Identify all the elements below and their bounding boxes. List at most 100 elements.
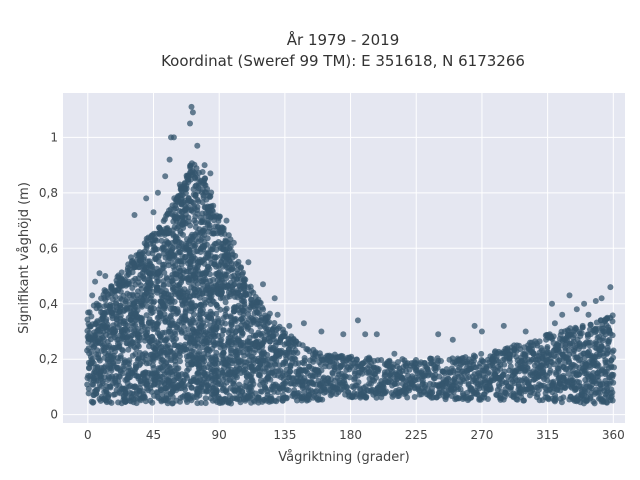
x-tick-label: 315 (536, 428, 559, 442)
chart-title-line2: Koordinat (Sweref 99 TM): E 351618, N 61… (161, 52, 525, 70)
data-point (238, 264, 244, 271)
x-tick-label: 225 (405, 428, 428, 442)
data-point (555, 368, 562, 374)
data-point (375, 366, 382, 373)
data-point (188, 198, 195, 205)
data-point (326, 363, 333, 370)
y-tick-label: 1 (50, 130, 58, 144)
x-tick-label: 90 (212, 428, 227, 442)
data-point (255, 394, 262, 401)
data-point (587, 393, 594, 400)
data-point (155, 268, 162, 275)
data-point (194, 267, 201, 274)
data-point (248, 328, 255, 334)
data-point (154, 189, 161, 196)
data-point (175, 365, 182, 372)
data-point (138, 286, 145, 292)
data-point (434, 364, 441, 371)
data-point (183, 372, 190, 379)
data-point (177, 358, 183, 365)
data-point (220, 225, 227, 232)
data-point (150, 365, 157, 371)
data-point (327, 392, 334, 399)
data-point (318, 367, 325, 374)
data-point (210, 276, 217, 283)
data-point (153, 246, 160, 253)
data-point (521, 397, 527, 404)
data-point (267, 376, 274, 383)
data-point (583, 389, 590, 396)
data-point (94, 386, 101, 393)
data-point (223, 275, 230, 282)
data-point (142, 350, 149, 357)
data-point (340, 331, 347, 338)
data-point (150, 305, 157, 312)
data-point (85, 385, 92, 392)
data-point (196, 392, 203, 399)
data-point (424, 365, 431, 372)
data-point (85, 390, 92, 397)
data-point (212, 254, 218, 261)
data-point (250, 357, 257, 363)
data-point (381, 390, 388, 397)
data-point (220, 350, 227, 356)
data-point (406, 387, 413, 394)
data-point (148, 280, 155, 287)
data-point (180, 231, 186, 238)
data-point (176, 181, 183, 188)
data-point (229, 360, 236, 367)
data-point (385, 358, 391, 365)
data-point (299, 342, 306, 349)
data-point (599, 337, 606, 344)
x-tick-labels: 0 45 90 135 180 225 270 315 360 (84, 428, 625, 442)
data-point (171, 298, 178, 305)
data-point (91, 332, 98, 339)
data-point (119, 370, 126, 377)
data-point (222, 320, 229, 327)
x-tick-label: 0 (84, 428, 92, 442)
data-point (172, 330, 179, 337)
data-point (264, 351, 271, 358)
data-point (471, 322, 478, 329)
data-point (219, 332, 225, 338)
data-point (161, 305, 168, 312)
data-point (524, 364, 531, 371)
data-point (292, 356, 299, 363)
data-point (112, 328, 118, 335)
x-tick-label: 270 (470, 428, 493, 442)
data-point (213, 301, 220, 308)
data-point (353, 356, 360, 363)
data-point (438, 358, 444, 364)
data-point (566, 292, 573, 299)
data-point (150, 209, 157, 216)
data-point (387, 371, 394, 378)
data-point (355, 379, 362, 386)
data-point (101, 287, 108, 294)
data-point (435, 331, 442, 338)
data-point (275, 325, 282, 332)
data-point (234, 374, 240, 381)
y-tick-label: 0,8 (39, 186, 58, 200)
data-point (190, 311, 197, 318)
data-point (88, 313, 95, 320)
x-tick-label: 360 (602, 428, 625, 442)
data-point (478, 350, 485, 357)
data-point (89, 399, 96, 406)
data-point (250, 381, 257, 387)
data-point (273, 358, 280, 364)
data-point (285, 387, 292, 394)
data-point (362, 331, 369, 338)
data-point (207, 271, 213, 278)
data-points (84, 103, 617, 407)
data-point (235, 258, 242, 265)
data-point (202, 395, 209, 402)
data-point (166, 156, 173, 163)
data-point (257, 299, 264, 306)
data-point (173, 335, 179, 342)
data-point (166, 325, 173, 332)
data-point (171, 353, 178, 360)
data-point (478, 328, 485, 335)
data-point (88, 348, 95, 355)
data-point (149, 399, 156, 406)
data-point (213, 349, 220, 356)
